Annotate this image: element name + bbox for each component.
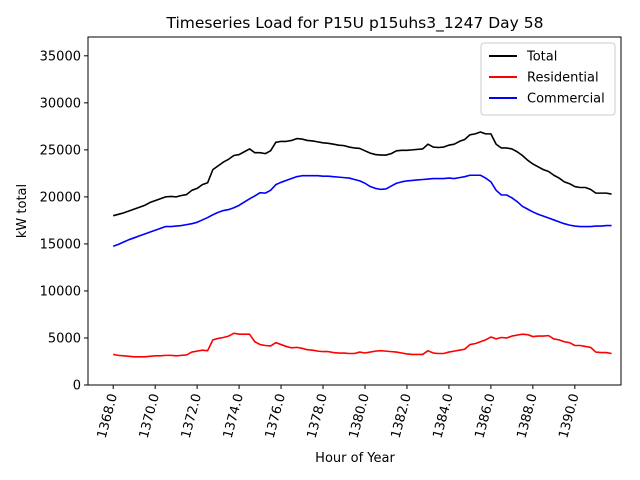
chart-title: Timeseries Load for P15U p15uhs3_1247 Da…: [166, 14, 544, 33]
y-tick-label: 25000: [40, 143, 81, 158]
legend-label-commercial: Commercial: [527, 92, 605, 107]
y-tick-label: 20000: [40, 190, 81, 205]
y-axis: 0 5000 10000 15000 20000 25000 30000 35000: [40, 49, 88, 394]
legend-label-residential: Residential: [527, 71, 599, 86]
y-tick-label: 0: [73, 379, 81, 394]
y-tick-label: 30000: [40, 96, 81, 111]
x-axis-title: Hour of Year: [315, 451, 395, 466]
y-tick-label: 15000: [40, 237, 81, 252]
y-tick-label: 10000: [40, 284, 81, 299]
y-tick-label: 35000: [40, 49, 81, 64]
series-line-total: [112, 131, 612, 217]
axes-frame: [87, 36, 622, 386]
legend-label-total: Total: [526, 50, 557, 65]
plot-area: [87, 36, 622, 386]
series-line-commercial: [112, 174, 612, 248]
y-tick-label: 5000: [48, 331, 81, 346]
y-axis-title: kW total: [15, 184, 30, 238]
legend: Total Residential Commercial: [480, 42, 616, 116]
series-line-residential: [113, 332, 612, 358]
